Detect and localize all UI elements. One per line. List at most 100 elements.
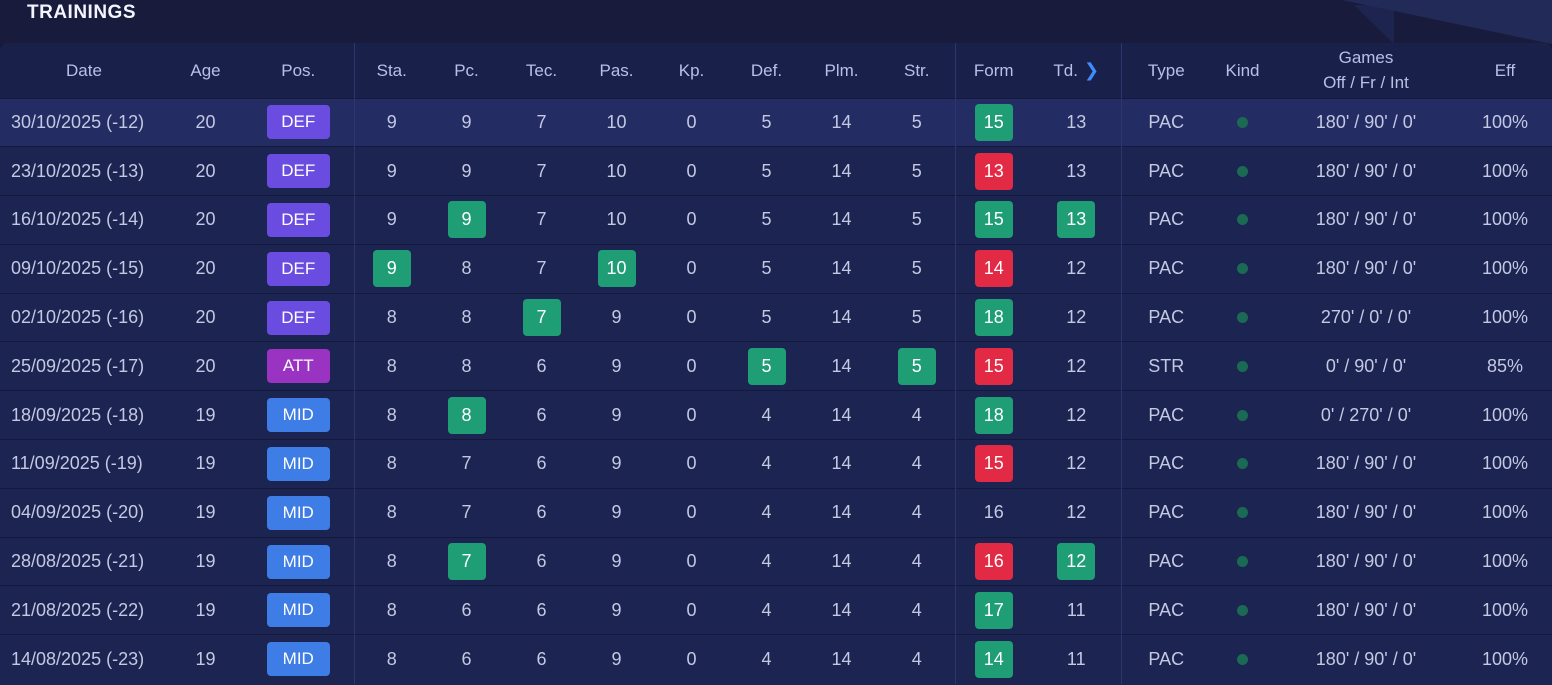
cell-td: 12 — [1032, 293, 1122, 342]
cell-age: 19 — [195, 599, 216, 620]
col-kp[interactable]: Kp. — [678, 60, 705, 80]
cell-td: 12 — [1032, 390, 1122, 440]
col-pc[interactable]: Pc. — [454, 60, 479, 80]
cell-pos: MID — [243, 390, 355, 440]
tec-value: 6 — [536, 355, 547, 376]
cell-pos: ATT — [243, 341, 355, 391]
cell-pas: 9 — [579, 586, 654, 635]
col-date[interactable]: Date — [66, 60, 102, 80]
cell-tec: 7 — [504, 244, 579, 293]
cell-kp: 0 — [654, 147, 729, 196]
cell-type: PAC — [1148, 648, 1185, 669]
tec-green-badge: 7 — [522, 299, 561, 337]
cell-str: 4 — [879, 390, 956, 440]
table-row[interactable]: 11/09/2025 (-19) 19 MID 8 7 6 9 0 4 14 4 15 12 PAC 180… — [0, 439, 1552, 489]
status-dot-icon — [1237, 312, 1248, 324]
cell-tec: 6 — [504, 488, 579, 537]
col-games[interactable]: Games Off / Fr / Int — [1274, 43, 1458, 98]
col-pos[interactable]: Pos. — [243, 43, 355, 98]
tec-value: 6 — [536, 453, 547, 474]
cell-sta: 8 — [354, 440, 429, 489]
cell-pos: DEF — [243, 195, 355, 245]
table-row[interactable]: 09/10/2025 (-15) 20 DEF 9 8 7 10 0 5 14 5 14 12 PAC 18… — [0, 244, 1552, 294]
table-row[interactable]: 18/09/2025 (-18) 19 MID 8 8 6 9 0 4 14 4 18 12 PAC 0' … — [0, 390, 1552, 440]
col-tec[interactable]: Tec. — [525, 60, 558, 80]
cell-form: 16 — [955, 488, 1032, 537]
sta-green-badge: 9 — [372, 250, 411, 288]
table-row[interactable]: 02/10/2025 (-16) 20 DEF 8 8 7 9 0 5 14 5 18 12 PAC 270… — [0, 293, 1552, 342]
td-green-badge: 12 — [1057, 543, 1096, 581]
td-value: 12 — [1066, 355, 1087, 376]
cell-kind — [1211, 391, 1274, 440]
plm-value: 14 — [831, 599, 852, 620]
cell-td: 12 — [1032, 537, 1122, 586]
col-age[interactable]: Age — [190, 60, 221, 80]
cell-str: 5 — [879, 146, 956, 196]
table-row[interactable]: 16/10/2025 (-14) 20 DEF 9 9 7 10 0 5 14 5 15 13 PAC 18… — [0, 195, 1552, 245]
str-value: 4 — [911, 453, 922, 474]
table-header-row: Date Age Pos. Sta. Pc. Tec. Pas. Kp. Def… — [0, 43, 1552, 98]
cell-def: 5 — [729, 196, 804, 245]
col-td[interactable]: Td. ❯ — [1032, 43, 1122, 98]
table-row[interactable]: 23/10/2025 (-13) 20 DEF 9 9 7 10 0 5 14 5 13 13 PAC 18… — [0, 146, 1552, 196]
cell-pas: 10 — [579, 196, 654, 245]
cell-kind — [1211, 488, 1274, 537]
cell-eff: 100% — [1481, 209, 1529, 230]
table-row[interactable]: 28/08/2025 (-21) 19 MID 8 7 6 9 0 4 14 4 16 12 PAC 180… — [0, 537, 1552, 586]
col-sta[interactable]: Sta. — [376, 60, 407, 80]
cell-age: 20 — [195, 258, 216, 279]
table-row[interactable]: 14/08/2025 (-23) 19 MID 8 6 6 9 0 4 14 4 14 11 PAC 180… — [0, 634, 1552, 684]
cell-form: 15 — [955, 342, 1032, 391]
cell-pc: 8 — [429, 391, 504, 440]
cell-sta: 8 — [354, 342, 429, 391]
cell-eff: 100% — [1481, 258, 1529, 279]
str-value: 4 — [911, 599, 922, 620]
cell-def: 5 — [729, 98, 804, 147]
col-pas[interactable]: Pas. — [599, 60, 634, 80]
def-value: 4 — [761, 551, 772, 572]
table-row[interactable]: 30/10/2025 (-12) 20 DEF 9 9 7 10 0 5 14 5 15 13 PAC 18… — [0, 98, 1552, 147]
cell-eff: 100% — [1481, 404, 1529, 425]
col-eff[interactable]: Eff — [1494, 60, 1516, 80]
form-green-badge: 15 — [974, 201, 1013, 239]
cell-str: 4 — [879, 634, 956, 684]
plm-value: 14 — [831, 404, 852, 425]
cell-def: 5 — [729, 244, 804, 293]
table-row[interactable]: 25/09/2025 (-17) 20 ATT 8 8 6 9 0 5 14 5 15 12 STR 0' … — [0, 341, 1552, 391]
trainings-panel: Date Age Pos. Sta. Pc. Tec. Pas. Kp. Def… — [0, 43, 1552, 685]
cell-str: 4 — [879, 439, 956, 489]
cell-td: 12 — [1032, 488, 1122, 538]
cell-plm: 14 — [804, 147, 879, 196]
col-def[interactable]: Def. — [750, 60, 783, 80]
pc-value: 8 — [461, 258, 472, 279]
chevron-right-icon[interactable]: ❯ — [1083, 59, 1100, 80]
col-kind[interactable]: Kind — [1225, 60, 1260, 80]
cell-kp: 0 — [654, 391, 729, 440]
col-form[interactable]: Form — [973, 60, 1014, 80]
cell-games: 180' / 90' / 0' — [1315, 209, 1417, 230]
cell-pas: 9 — [579, 635, 654, 684]
cell-kp: 0 — [654, 244, 729, 293]
def-value: 5 — [761, 160, 772, 181]
sta-value: 8 — [386, 648, 397, 669]
cell-pos: MID — [243, 439, 355, 489]
cell-type: PAC — [1148, 209, 1185, 230]
col-games-subtitle: Off / Fr / Int — [1323, 73, 1409, 93]
cell-plm: 14 — [804, 98, 879, 147]
plm-value: 14 — [831, 648, 852, 669]
table-row[interactable]: 21/08/2025 (-22) 19 MID 8 6 6 9 0 4 14 4 17 11 PAC 180… — [0, 585, 1552, 635]
cell-pc: 8 — [429, 244, 504, 293]
cell-kind — [1211, 635, 1274, 684]
cell-pc: 7 — [429, 440, 504, 489]
cell-tec: 6 — [504, 635, 579, 684]
cell-type: PAC — [1148, 258, 1185, 279]
col-plm[interactable]: Plm. — [824, 60, 859, 80]
cell-pc: 8 — [429, 293, 504, 342]
sta-value: 8 — [386, 551, 397, 572]
col-type[interactable]: Type — [1147, 60, 1185, 80]
cell-date: 18/09/2025 (-18) — [11, 404, 145, 425]
table-row[interactable]: 04/09/2025 (-20) 19 MID 8 7 6 9 0 4 14 4 16 12 PAC 180… — [0, 488, 1552, 538]
col-str[interactable]: Str. — [879, 43, 956, 98]
pc-value: 9 — [461, 160, 472, 181]
form-red-badge: 16 — [974, 543, 1013, 581]
